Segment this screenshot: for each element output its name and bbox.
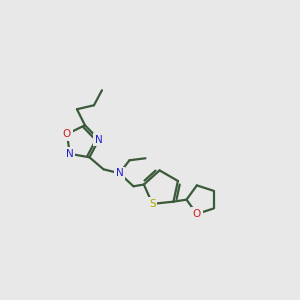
Text: N: N — [66, 149, 74, 159]
Text: O: O — [193, 209, 201, 219]
Text: S: S — [149, 199, 156, 209]
Text: O: O — [63, 129, 71, 139]
Text: N: N — [116, 168, 123, 178]
Text: N: N — [95, 135, 103, 145]
